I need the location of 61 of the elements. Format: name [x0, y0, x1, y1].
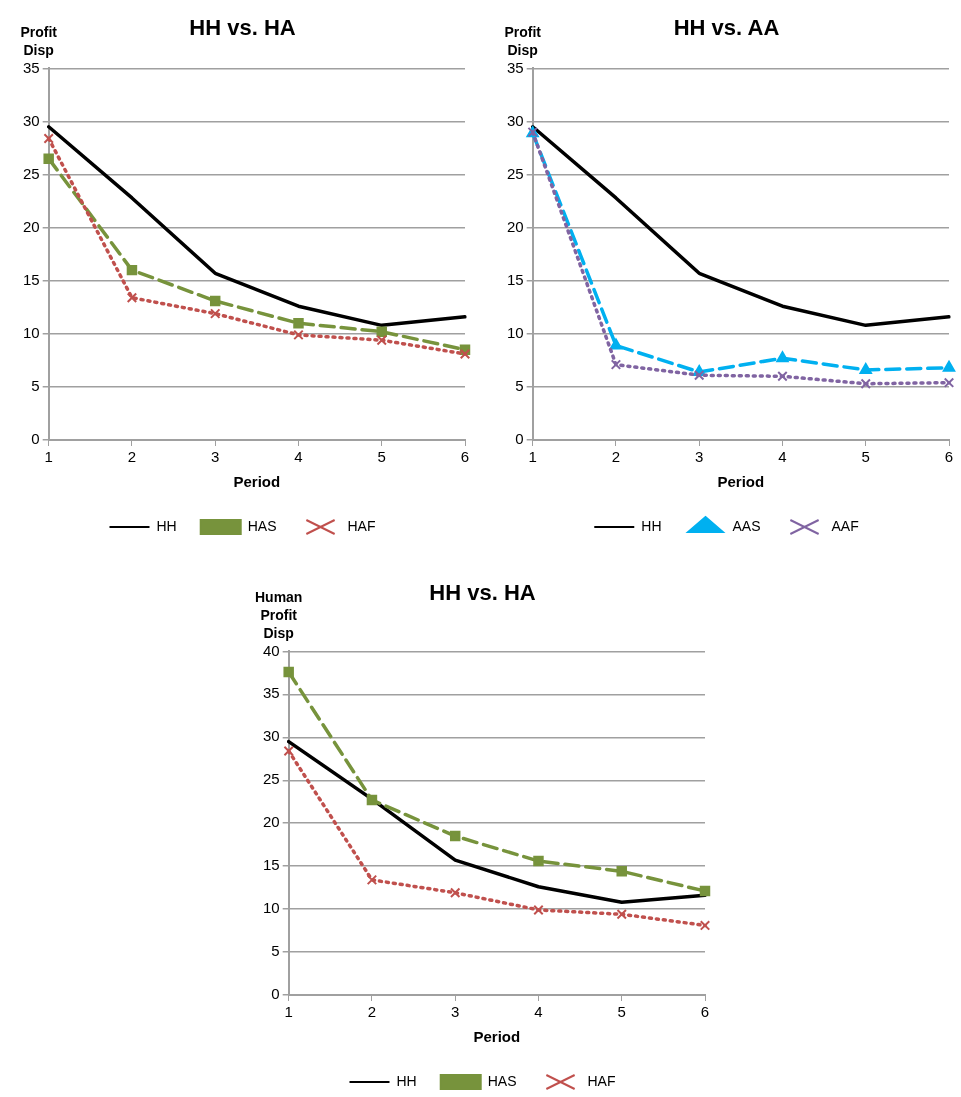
- y-tick-label: 25: [263, 770, 280, 788]
- y-tick-label: 15: [507, 270, 524, 288]
- legend-label: HAF: [347, 517, 376, 534]
- legend-label: HH: [156, 517, 177, 534]
- y-tick-label: 0: [271, 985, 280, 1003]
- y-tick-label: 20: [23, 217, 40, 235]
- legend-label: HAS: [247, 517, 277, 534]
- y-tick-label: 35: [263, 684, 280, 702]
- y-axis-title: Profit Disp: [20, 24, 58, 59]
- x-tick-label: 2: [127, 448, 137, 466]
- y-tick-label: 30: [23, 111, 40, 129]
- x-tick-label: 6: [460, 448, 470, 466]
- y-tick-label: 35: [23, 58, 40, 76]
- x-axis-title: Period: [233, 473, 281, 491]
- x-tick-label: 5: [861, 448, 870, 466]
- y-tick-label: 10: [507, 323, 524, 341]
- legend-label: HAF: [587, 1072, 616, 1089]
- chart-title: HH vs. HA: [429, 580, 536, 606]
- x-tick-label: 6: [700, 1003, 710, 1021]
- y-tick-label: 10: [263, 899, 280, 917]
- x-tick-label: 1: [528, 448, 537, 466]
- x-tick-label: 4: [294, 448, 303, 466]
- x-axis-title: Period: [717, 473, 765, 491]
- legend-label: HAS: [487, 1072, 517, 1089]
- x-tick-label: 1: [44, 448, 53, 466]
- x-tick-label: 5: [617, 1003, 626, 1021]
- legend-label: HH: [641, 517, 662, 534]
- y-axis-title: Profit Disp: [504, 24, 542, 59]
- x-tick-label: 2: [611, 448, 621, 466]
- legend-label: AAS: [732, 517, 761, 534]
- y-tick-label: 20: [263, 813, 280, 831]
- x-tick-label: 1: [284, 1003, 293, 1021]
- y-tick-label: 25: [23, 164, 40, 182]
- x-tick-label: 3: [695, 448, 704, 466]
- y-tick-label: 25: [507, 164, 524, 182]
- y-tick-label: 20: [507, 217, 524, 235]
- x-tick-label: 3: [451, 1003, 460, 1021]
- x-tick-label: 3: [211, 448, 220, 466]
- x-tick-label: 5: [377, 448, 386, 466]
- y-tick-label: 15: [263, 856, 280, 874]
- x-axis-title: Period: [473, 1028, 521, 1046]
- x-tick-label: 4: [534, 1003, 543, 1021]
- y-tick-label: 0: [515, 430, 524, 448]
- x-tick-label: 2: [367, 1003, 377, 1021]
- legend-label: AAF: [831, 517, 859, 534]
- y-tick-label: 40: [263, 641, 280, 659]
- y-tick-label: 5: [271, 942, 280, 960]
- y-tick-label: 10: [23, 323, 40, 341]
- chart-title: HH vs. AA: [673, 15, 780, 41]
- chart-title: HH vs. HA: [189, 15, 296, 41]
- y-tick-label: 30: [507, 111, 524, 129]
- y-tick-label: 5: [515, 377, 524, 395]
- y-tick-label: 35: [507, 58, 524, 76]
- x-tick-label: 4: [778, 448, 787, 466]
- y-tick-label: 30: [263, 727, 280, 745]
- y-tick-label: 15: [23, 270, 40, 288]
- y-tick-label: 5: [31, 377, 40, 395]
- x-tick-label: 6: [944, 448, 954, 466]
- y-axis-title: Human Profit Disp: [254, 589, 303, 642]
- y-tick-label: 0: [31, 430, 40, 448]
- legend-label: HH: [396, 1072, 417, 1089]
